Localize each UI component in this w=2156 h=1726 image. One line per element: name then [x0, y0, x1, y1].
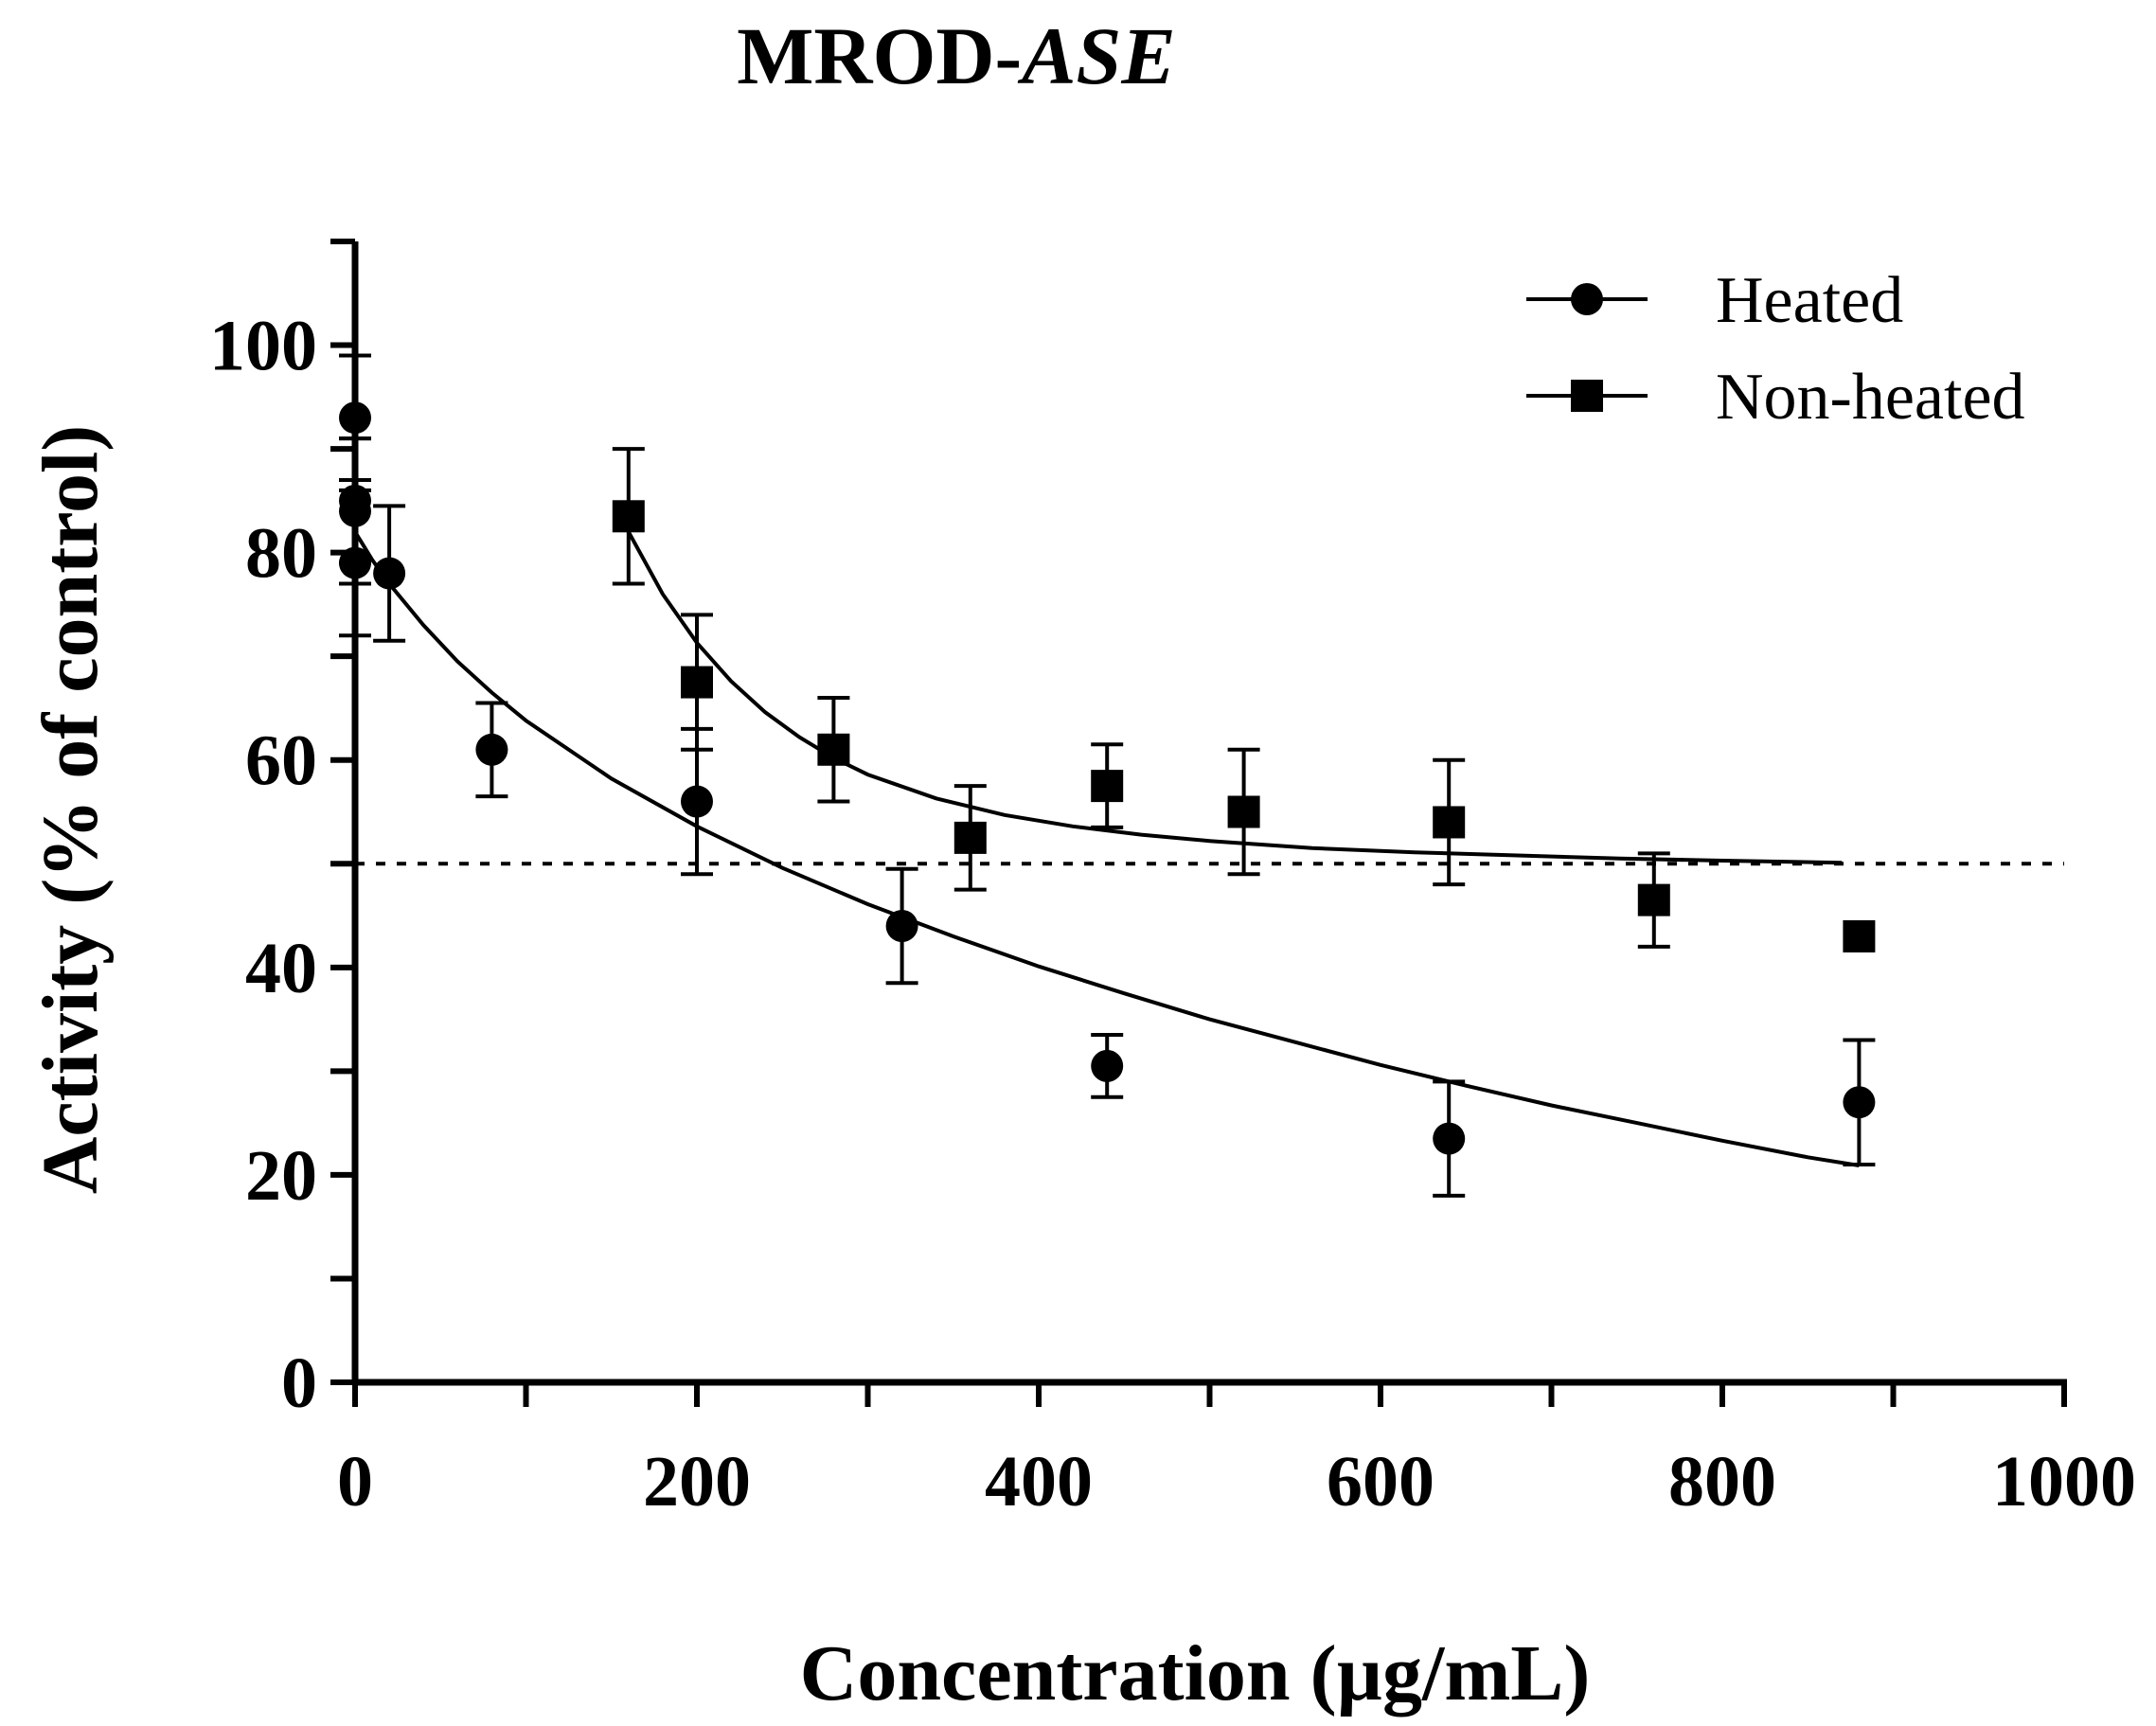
x-axis-ticks: 0 200 400 600 800 1000 [337, 1382, 2136, 1521]
data-point-non-heated [612, 500, 645, 533]
data-point-non-heated [1433, 806, 1466, 839]
x-tick-label: 1000 [1992, 1442, 2136, 1521]
data-point-heated [339, 401, 371, 435]
x-tick-label: 400 [985, 1442, 1093, 1521]
data-point-heated [1091, 1049, 1124, 1082]
chart-title-prefix: MROD- [737, 10, 1022, 101]
x-axis-label: Concentration (µg/mL) [800, 1629, 1591, 1717]
y-tick-label: 80 [245, 514, 317, 594]
data-point-heated [1843, 1086, 1876, 1119]
fit-curve-heated [353, 530, 1860, 1167]
data-point-heated [339, 494, 371, 527]
y-tick-label: 100 [209, 307, 317, 386]
y-axis-ticks: 0 20 40 60 80 100 [209, 239, 355, 1423]
legend-label-heated: Heated [1716, 264, 1903, 337]
y-axis-label: Activity (% of control) [27, 425, 115, 1195]
legend: Heated Non-heated [1526, 264, 2025, 434]
data-point-non-heated [1843, 919, 1876, 952]
x-tick-label: 600 [1327, 1442, 1434, 1521]
data-point-heated [475, 733, 508, 766]
legend-marker-heated [1571, 283, 1603, 315]
x-tick-label: 800 [1668, 1442, 1776, 1521]
y-tick-label: 60 [245, 721, 317, 801]
data-point-non-heated [1227, 795, 1260, 828]
chart-title-italic: ASE [1017, 10, 1176, 101]
legend-marker-non-heated [1571, 380, 1603, 412]
y-tick-label: 40 [245, 929, 317, 1008]
data-point-non-heated [817, 733, 850, 766]
fit-curve-non-heated [627, 530, 1843, 865]
x-tick-label: 200 [643, 1442, 751, 1521]
chart-title: MROD-ASE [737, 10, 1175, 101]
data-point-heated [681, 785, 713, 818]
x-tick-label: 0 [337, 1442, 373, 1521]
data-point-non-heated [681, 666, 713, 699]
data-point-non-heated [953, 821, 987, 854]
data-point-heated [339, 546, 371, 579]
data-point-non-heated [1091, 770, 1124, 803]
data-point-non-heated [1637, 883, 1670, 916]
y-tick-label: 0 [281, 1343, 317, 1423]
data-point-heated [373, 557, 406, 590]
legend-label-non-heated: Non-heated [1716, 361, 2025, 434]
data-markers [339, 401, 1876, 1155]
fit-curves [353, 530, 1860, 1167]
data-point-heated [885, 910, 918, 942]
y-tick-label: 20 [245, 1136, 317, 1216]
data-point-heated [1433, 1122, 1466, 1155]
